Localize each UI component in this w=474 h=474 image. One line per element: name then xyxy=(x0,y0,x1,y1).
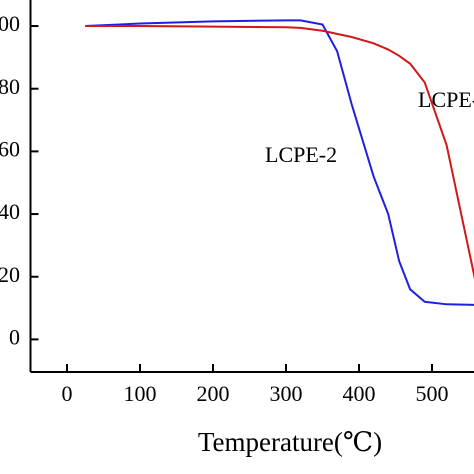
x-tick-label: 400 xyxy=(343,381,376,406)
x-tick-label: 500 xyxy=(416,381,449,406)
x-tick-label: 0 xyxy=(62,381,73,406)
x-tick-label: 300 xyxy=(270,381,303,406)
y-tick-label: 40 xyxy=(0,199,20,224)
data-line xyxy=(85,25,474,280)
x-tick-label: 100 xyxy=(124,381,157,406)
y-tick-label: 100 xyxy=(0,11,20,36)
x-tick-label: 200 xyxy=(197,381,230,406)
data-line xyxy=(85,19,474,306)
series-label: LCPE-1 xyxy=(418,87,474,112)
y-tick-label: 0 xyxy=(9,324,20,349)
x-axis-title: Temperature(℃) xyxy=(198,427,382,457)
y-tick-label: 80 xyxy=(0,74,20,99)
series-label: LCPE-2 xyxy=(265,142,337,167)
y-tick-label: 60 xyxy=(0,136,20,161)
y-tick-label: 20 xyxy=(0,262,20,287)
